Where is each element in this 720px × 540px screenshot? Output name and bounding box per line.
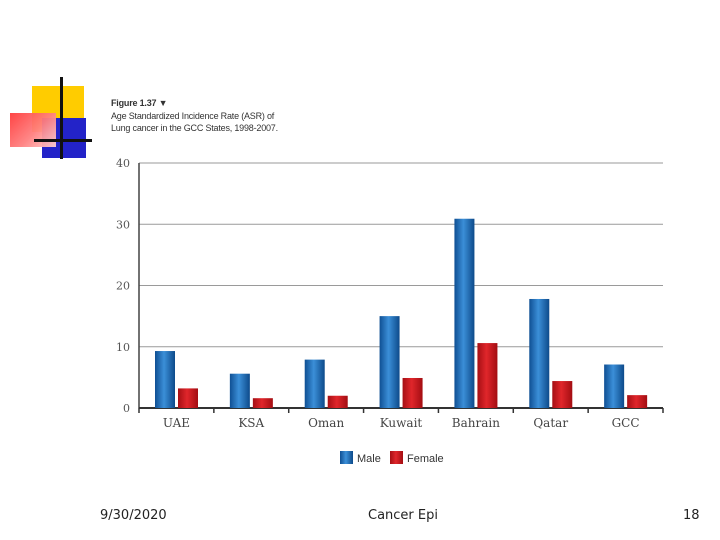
footer-date: 9/30/2020: [100, 508, 167, 523]
bar-male-kuwait: [379, 316, 400, 408]
figure-label: Figure 1.37 ▼: [111, 98, 168, 108]
x-tick-label: Bahrain: [452, 416, 500, 430]
legend-swatch-male: [340, 451, 353, 464]
y-tick-label: 20: [116, 280, 130, 293]
figure-caption: Figure 1.37 ▼ Age Standardized Incidence…: [111, 97, 278, 135]
x-tick-label: Kuwait: [380, 416, 423, 430]
page-number: 18: [683, 508, 700, 523]
x-tick-label: GCC: [612, 416, 640, 430]
deco-vertical-line: [60, 77, 63, 159]
bar-female-bahrain: [477, 343, 498, 408]
y-tick-label: 30: [116, 218, 130, 231]
bar-male-bahrain: [454, 218, 475, 408]
y-tick-label: 40: [116, 157, 130, 170]
x-tick-label: Qatar: [533, 416, 568, 430]
bar-male-ksa: [229, 373, 250, 408]
deco-horizontal-line: [34, 139, 92, 142]
figure-title-line1: Age Standardized Incidence Rate (ASR) of: [111, 110, 275, 121]
figure-title-line2: Lung cancer in the GCC States, 1998-2007…: [111, 123, 278, 133]
bar-male-uae: [155, 351, 175, 408]
bar-male-qatar: [529, 298, 550, 408]
x-tick-label: Oman: [308, 416, 344, 430]
legend-swatch-female: [390, 451, 403, 464]
bar-male-gcc: [604, 364, 625, 408]
footer-title: Cancer Epi: [368, 508, 438, 523]
y-tick-label: 10: [116, 341, 130, 354]
bar-male-oman: [304, 359, 325, 408]
bar-female-oman: [327, 395, 348, 408]
bar-female-uae: [178, 388, 198, 408]
bar-female-gcc: [627, 395, 648, 408]
bar-female-ksa: [252, 398, 273, 408]
x-tick-label: KSA: [238, 416, 264, 430]
y-tick-label: 0: [123, 402, 130, 415]
x-tick-label: UAE: [163, 416, 190, 430]
bar-female-qatar: [552, 381, 573, 408]
bar-female-kuwait: [402, 377, 423, 408]
legend-label-male: Male: [357, 453, 381, 465]
legend-label-female: Female: [407, 453, 444, 465]
